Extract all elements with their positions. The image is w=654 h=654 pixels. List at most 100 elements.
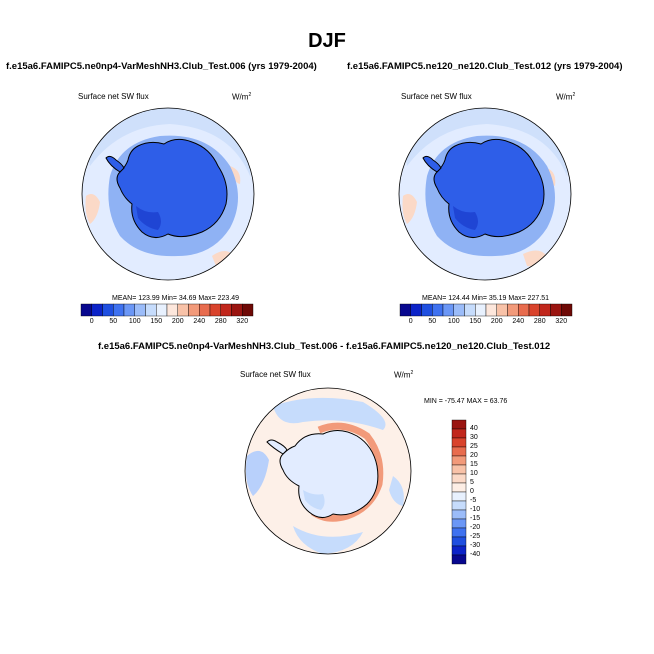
panel3-map	[244, 387, 412, 555]
panel3-units-label: W/m2	[394, 370, 414, 380]
panel2-colorbar-swatch	[485, 303, 497, 317]
panel1-colorbar-swatch	[145, 303, 157, 317]
panel3-colorbar-tick-label: -40	[470, 551, 481, 558]
panel3-colorbar-tick-label: 40	[470, 425, 478, 432]
panel3-colorbar-swatch	[451, 482, 467, 493]
panel2-colorbar-tick-label: 50	[428, 318, 437, 325]
panel3-colorbar-swatch	[451, 464, 467, 475]
panel3-colorbar-tick-label: 25	[470, 443, 478, 450]
panel2-colorbar-swatch	[507, 303, 519, 317]
panel1-colorbar-swatch	[156, 303, 168, 317]
panel1-colorbar-tick-label: 280	[214, 318, 227, 325]
panel1-colorbar-swatch	[91, 303, 103, 317]
panel3-colorbar-swatch	[451, 500, 467, 511]
panel2-variable-label: Surface net SW flux	[401, 92, 472, 101]
panel2-colorbar-tick-label: 320	[555, 318, 568, 325]
panel3-colorbar-swatch	[451, 545, 467, 556]
panel3-blue-north	[273, 397, 386, 430]
panel2-ross-shelf	[453, 206, 478, 230]
panel1-colorbar-tick-label: 240	[193, 318, 206, 325]
panel2-colorbar	[399, 303, 573, 317]
panel2-colorbar-swatch	[453, 303, 465, 317]
panel3-blue-west	[245, 450, 269, 496]
panel1-warm-patch-east	[230, 166, 241, 184]
figure-title: DJF	[308, 30, 346, 52]
panel1-stats: MEAN= 123.99 Min= 34.69 Max= 223.49	[112, 295, 240, 302]
panel2-colorbar-swatch	[464, 303, 476, 317]
panel1-peninsula	[105, 155, 125, 173]
panel3-colorbar-swatch	[451, 455, 467, 466]
panel1-colorbar-swatch	[209, 303, 221, 317]
panel3-colorbar-tick-label: -30	[470, 542, 481, 549]
panel1-ross-shelf	[136, 206, 161, 230]
panel3-colorbar-ticks: 40 30 25 20 15 10 5 0 -5 -10 -15 -20 -25 -30 -40	[470, 420, 490, 564]
panel2-colorbar-swatch	[410, 303, 422, 317]
panel2-peninsula	[422, 155, 442, 173]
panel3-colorbar-swatch	[451, 518, 467, 529]
panel3-ross-shelf	[303, 490, 325, 510]
panel1-colorbar-tick-label: 200	[171, 318, 184, 325]
panel2-stats: MEAN= 124.44 Min= 35.19 Max= 227.51	[422, 295, 550, 302]
panel3-colorbar-tick-label: 15	[470, 461, 478, 468]
panel3-red-ring	[310, 422, 384, 522]
panel3-colorbar-tick-label: 0	[470, 488, 474, 495]
panel1-colorbar-swatch	[220, 303, 232, 317]
panel2-colorbar-swatch	[561, 303, 573, 317]
panel1-colorbar-tick-label: 100	[128, 318, 141, 325]
panel3-colorbar-swatch	[451, 554, 467, 565]
panel2-map	[398, 107, 572, 281]
panel3-colorbar-swatch	[451, 428, 467, 439]
panel3-colorbar-swatch	[451, 527, 467, 538]
panel1-variable-label: Surface net SW flux	[78, 92, 149, 101]
panel3-colorbar-swatch	[451, 437, 467, 448]
panel3-colorbar-tick-label: -25	[470, 533, 481, 540]
panel2-colorbar-tick-label: 200	[490, 318, 503, 325]
panel2-warm-patch-west	[402, 194, 417, 224]
panel3-blue-south	[293, 526, 363, 554]
panel1-colorbar-tick-label: 320	[236, 318, 249, 325]
panel3-colorbar-swatch	[451, 491, 467, 502]
panel3-colorbar-swatch	[451, 509, 467, 520]
panel3-colorbar-tick-label: -10	[470, 506, 481, 513]
panel3-colorbar-swatch	[451, 419, 467, 430]
panel2-colorbar-ticks: 0 50 100 150 200 240 280 320	[400, 318, 572, 327]
panel2-colorbar-tick-label: 150	[469, 318, 482, 325]
panel2-colorbar-swatch	[539, 303, 551, 317]
panel1-colorbar-swatch	[113, 303, 125, 317]
panel2-ocean-band	[399, 108, 571, 176]
panel3-colorbar-tick-label: 30	[470, 434, 478, 441]
panel3-colorbar-swatch	[451, 446, 467, 457]
panel3-stats: MIN = -75.47 MAX = 63.76	[424, 398, 508, 405]
panel1-colorbar-swatch	[199, 303, 211, 317]
panel2-colorbar-swatch	[442, 303, 454, 317]
panel1-colorbar-tick-label: 150	[150, 318, 163, 325]
panel3-colorbar	[451, 419, 467, 565]
panel3-colorbar-tick-label: 10	[470, 470, 478, 477]
panel3-colorbar-tick-label: 5	[470, 479, 474, 486]
panel1-colorbar-swatch	[134, 303, 146, 317]
panel3-case-title: f.e15a6.FAMIPC5.ne0np4-VarMeshNH3.Club_T…	[98, 341, 551, 352]
panel3-variable-label: Surface net SW flux	[240, 370, 311, 379]
panel2-colorbar-swatch	[518, 303, 530, 317]
panel1-units-label: W/m2	[232, 92, 252, 102]
panel1-case-title: f.e15a6.FAMIPC5.ne0np4-VarMeshNH3.Club_T…	[6, 61, 317, 72]
panel1-colorbar-swatch	[80, 303, 92, 317]
panel1-colorbar-swatch	[102, 303, 114, 317]
panel1-colorbar	[80, 303, 254, 317]
panel1-colorbar-swatch	[166, 303, 178, 317]
panel3-colorbar-swatch	[451, 536, 467, 547]
panel1-colorbar-tick-label: 50	[109, 318, 118, 325]
panel2-colorbar-swatch	[550, 303, 562, 317]
panel3-colorbar-tick-label: -15	[470, 515, 481, 522]
panel1-ocean-band	[82, 108, 254, 176]
panel2-colorbar-swatch	[475, 303, 487, 317]
panel1-map	[81, 107, 255, 281]
panel2-colorbar-swatch	[421, 303, 433, 317]
panel1-colorbar-swatch	[177, 303, 189, 317]
panel1-warm-patch-west	[85, 194, 100, 224]
panel2-colorbar-tick-label: 0	[408, 318, 413, 325]
panel3-colorbar-swatch	[451, 473, 467, 484]
panel1-colorbar-swatch	[188, 303, 200, 317]
panel3-peninsula	[266, 439, 288, 455]
panel2-colorbar-tick-label: 240	[512, 318, 525, 325]
